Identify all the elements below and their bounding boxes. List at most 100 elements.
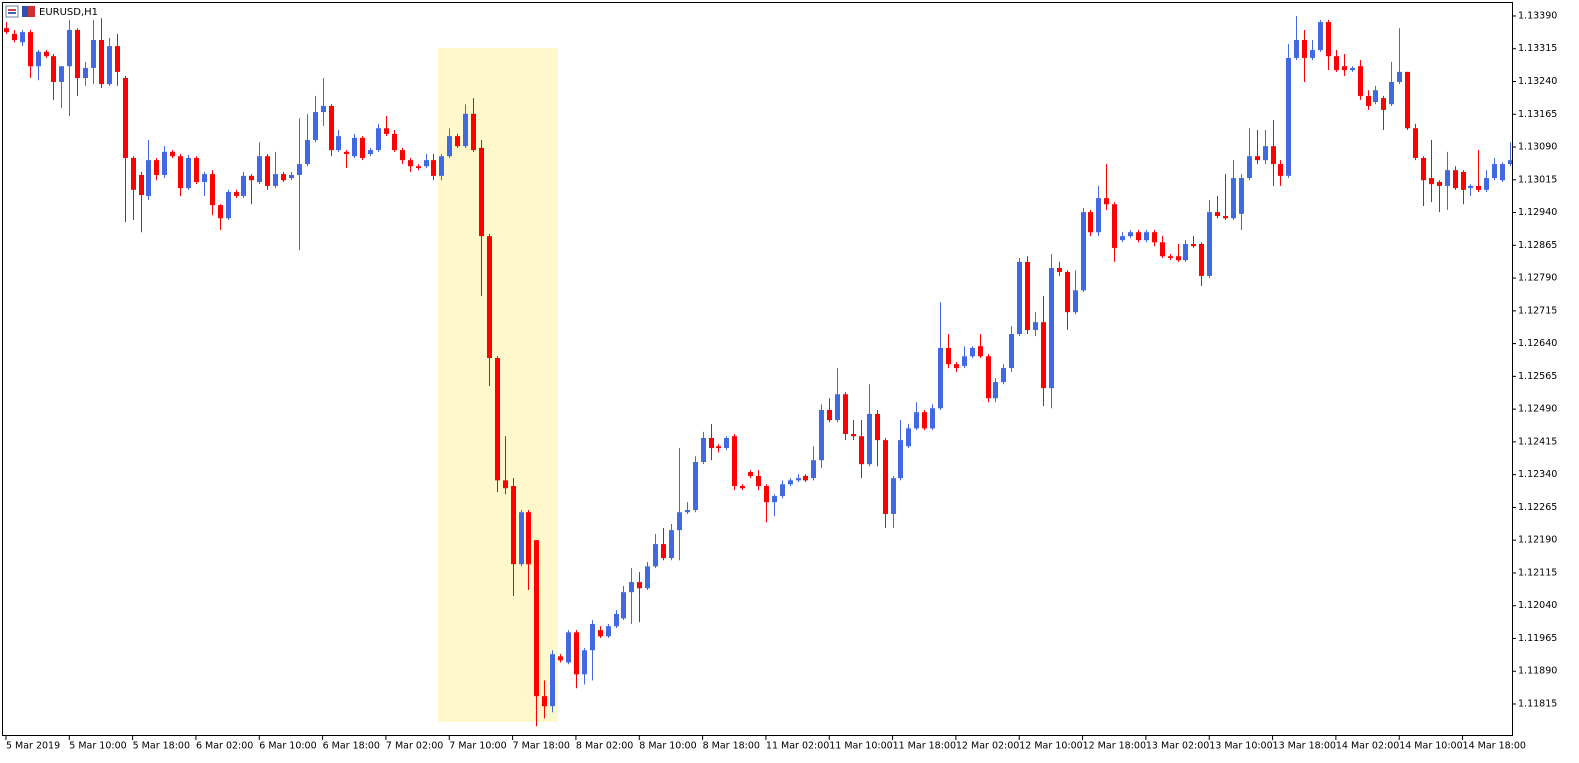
candle-body xyxy=(36,51,41,67)
candle-body xyxy=(265,156,270,186)
candle-body xyxy=(1223,216,1228,219)
y-tick-label: 1.12190 xyxy=(1518,535,1557,546)
candle-body xyxy=(384,128,389,134)
x-tick-label: 6 Mar 18:00 xyxy=(323,741,380,752)
candle-body xyxy=(566,632,571,663)
candle-body xyxy=(281,174,286,181)
x-tick-label: 12 Mar 02:00 xyxy=(956,741,1019,752)
candle-body xyxy=(431,160,436,176)
candle-body xyxy=(661,544,666,559)
candle-body xyxy=(835,394,840,421)
y-tick-label: 1.12565 xyxy=(1518,371,1557,382)
candle-body xyxy=(1381,98,1386,110)
candle-body xyxy=(202,174,207,182)
candle-body xyxy=(234,192,239,196)
candle-body xyxy=(1239,178,1244,214)
candle-body xyxy=(305,140,310,165)
candle-body xyxy=(1207,212,1212,276)
icon-flag xyxy=(28,6,35,17)
candle-body xyxy=(1081,212,1086,291)
x-tick-label: 6 Mar 02:00 xyxy=(196,741,253,752)
candle-body xyxy=(614,613,619,627)
candle-body xyxy=(590,624,595,651)
candle-body xyxy=(1144,232,1149,241)
y-tick-label: 1.12940 xyxy=(1518,207,1557,218)
candle-body xyxy=(970,347,975,357)
candle-body xyxy=(1366,95,1371,106)
candle-body xyxy=(321,105,326,113)
x-tick-label: 7 Mar 02:00 xyxy=(386,741,443,752)
candle-body xyxy=(906,428,911,447)
candle-body xyxy=(891,478,896,514)
candle-body xyxy=(313,112,318,141)
candle-body xyxy=(685,510,690,513)
candle-body xyxy=(645,566,650,589)
candle-body xyxy=(107,46,112,85)
candle-body xyxy=(1120,236,1125,241)
candle-body xyxy=(336,136,341,151)
candle-body xyxy=(503,480,508,489)
candle-body xyxy=(115,46,120,72)
y-tick-label: 1.12040 xyxy=(1518,600,1557,611)
candle-body xyxy=(740,486,745,489)
candle-body xyxy=(922,412,927,429)
candle-body xyxy=(1191,244,1196,247)
candle-body xyxy=(1421,157,1426,181)
y-tick-label: 1.13390 xyxy=(1518,10,1557,21)
candle-body xyxy=(748,472,753,476)
candle-body xyxy=(550,654,555,707)
candle-body xyxy=(1405,71,1410,129)
x-tick-label: 6 Mar 10:00 xyxy=(259,741,316,752)
candle-body xyxy=(1508,160,1513,165)
x-tick-label: 5 Mar 18:00 xyxy=(133,741,190,752)
candle-body xyxy=(764,486,769,503)
candle-body xyxy=(1033,322,1038,331)
x-tick-label: 8 Mar 10:00 xyxy=(639,741,696,752)
x-tick-label: 13 Mar 10:00 xyxy=(1209,741,1272,752)
candle-body xyxy=(392,133,397,151)
candle-body xyxy=(796,478,801,481)
candle-body xyxy=(629,582,634,593)
candle-body xyxy=(1160,242,1165,257)
candle-body xyxy=(1342,66,1347,71)
x-tick-label: 12 Mar 10:00 xyxy=(1019,741,1082,752)
y-tick-label: 1.13165 xyxy=(1518,109,1557,120)
candle-body xyxy=(598,630,603,637)
candle-body xyxy=(843,394,848,435)
candle-body xyxy=(170,151,175,157)
candle-body xyxy=(1057,268,1062,272)
candle-body xyxy=(582,650,587,675)
y-tick-label: 1.11965 xyxy=(1518,633,1557,644)
candle-body xyxy=(241,175,246,196)
candle-body xyxy=(1199,244,1204,276)
x-tick-label: 14 Mar 18:00 xyxy=(1463,741,1526,752)
candle-body xyxy=(811,460,816,479)
candle-body xyxy=(1500,164,1505,181)
candle-body xyxy=(954,364,959,369)
candle-body xyxy=(1065,271,1070,313)
candle-body xyxy=(511,486,516,565)
icon-bar xyxy=(8,9,16,11)
candle-body xyxy=(526,512,531,565)
candle-body xyxy=(621,592,626,619)
candle-body xyxy=(851,434,856,437)
candle-body xyxy=(1271,146,1276,165)
candle-body xyxy=(44,51,49,57)
candle-body xyxy=(273,174,278,186)
candle-body xyxy=(1136,232,1141,241)
candle-body xyxy=(59,66,64,82)
candle-body xyxy=(724,437,729,449)
candle-body xyxy=(732,436,737,487)
candle-body xyxy=(693,461,698,511)
candle-body xyxy=(1476,185,1481,190)
y-tick-label: 1.13315 xyxy=(1518,43,1557,54)
candle-body xyxy=(1310,50,1315,58)
candle-body xyxy=(495,358,500,481)
candle-body xyxy=(898,440,903,479)
candle-body xyxy=(1294,40,1299,58)
candle-body xyxy=(1152,232,1157,243)
x-tick-label: 5 Mar 10:00 xyxy=(69,741,126,752)
candle-body xyxy=(1001,368,1006,383)
